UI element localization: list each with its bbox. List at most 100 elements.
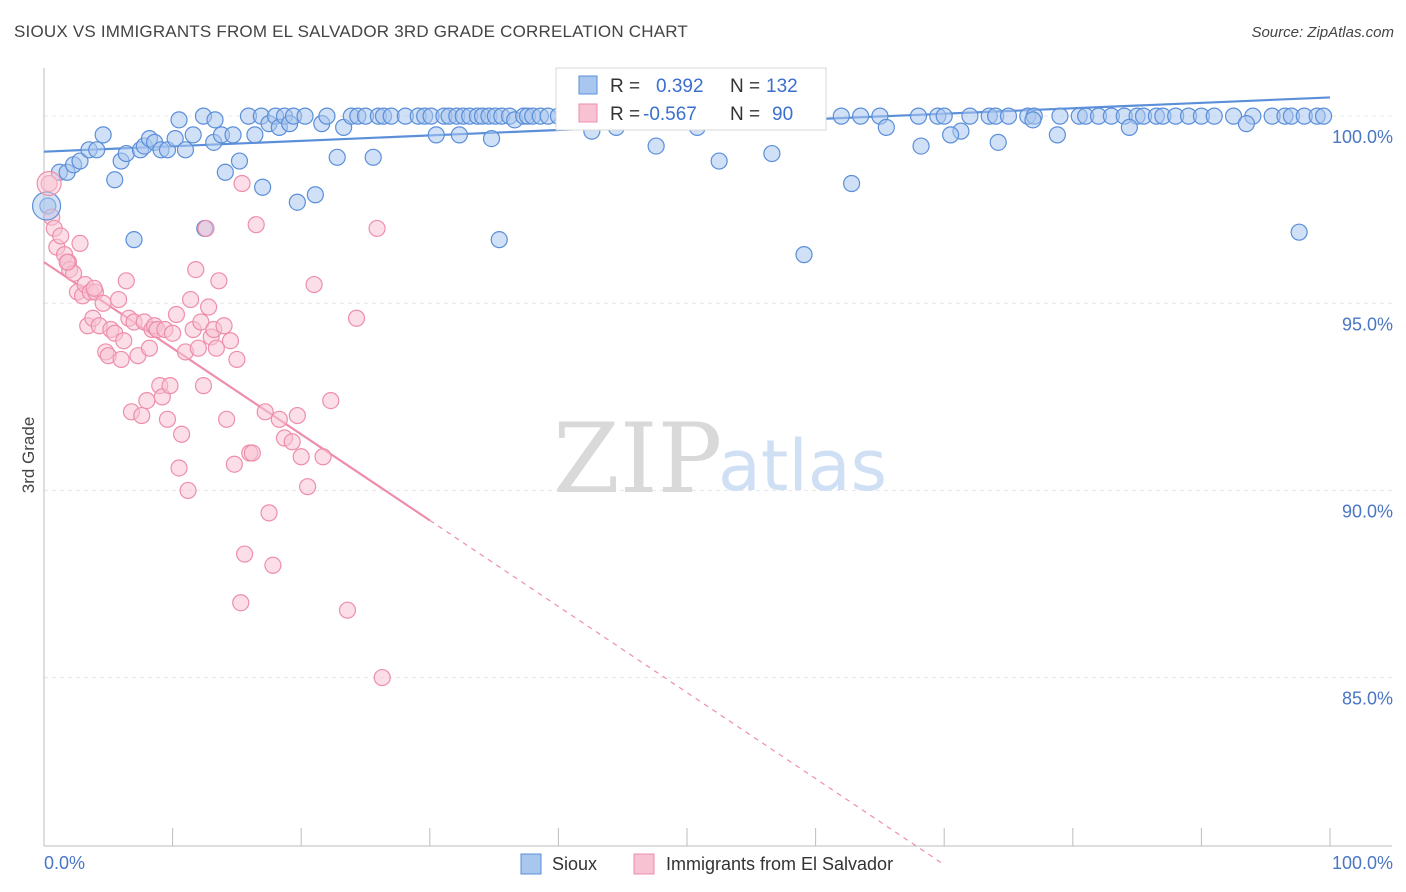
watermark: ZIP atlas	[553, 403, 887, 515]
point-series-0-40	[288, 193, 306, 211]
point-series-1-66	[233, 174, 251, 193]
point-series-1-84	[347, 309, 366, 327]
point-series-1-76	[283, 433, 301, 451]
point-series-1-4	[52, 227, 70, 245]
point-series-1-53	[192, 313, 210, 331]
point-series-0-41	[296, 107, 314, 125]
point-series-1-23	[109, 290, 128, 309]
point-series-1-large	[36, 170, 62, 197]
point-series-0-127	[427, 126, 445, 144]
y-tick-label-3: 85.0%	[1342, 689, 1393, 709]
legend-r-value-sioux: 0.392	[656, 76, 704, 97]
series-legend-label-sioux: Sioux	[552, 854, 597, 874]
x-tick-label-1: 100.0%	[1332, 853, 1393, 873]
legend-n-value-sioux: 132	[766, 76, 798, 97]
y-tick-label-2: 90.0%	[1342, 501, 1393, 521]
point-series-1-31	[133, 406, 151, 425]
point-series-0-96	[909, 107, 928, 125]
point-series-0-138	[1048, 126, 1066, 144]
point-series-1-44	[167, 305, 186, 324]
point-series-0-33	[254, 178, 272, 196]
point-series-1-34	[140, 339, 159, 357]
point-series-1-64	[225, 455, 243, 473]
point-series-1-77	[288, 406, 306, 425]
point-series-0-20	[176, 141, 195, 159]
series-legend-swatch-el-salvador	[633, 853, 655, 875]
point-series-1-73	[264, 556, 282, 574]
point-series-0-18	[166, 130, 184, 148]
y-axis-label: 3rd Grade	[19, 417, 38, 494]
point-series-0-10	[117, 144, 135, 163]
legend-swatch-sioux	[578, 75, 598, 95]
point-series-0-133	[843, 174, 861, 193]
point-series-1-45	[170, 459, 188, 477]
point-series-0-42	[306, 186, 324, 204]
point-series-1-59	[207, 339, 225, 357]
point-series-0-27	[216, 163, 234, 181]
point-series-1-82	[322, 392, 340, 410]
point-series-0-29	[230, 152, 249, 170]
point-series-0-102	[999, 107, 1018, 125]
stats-legend: R = 0.392 N = 132 R = -0.567 N = 90	[555, 67, 827, 131]
point-series-1-42	[161, 377, 179, 395]
point-series-1-55	[197, 219, 215, 238]
legend-n-value-el-salvador: 90	[772, 104, 793, 125]
point-series-0-4	[71, 152, 89, 170]
point-series-1-26	[117, 272, 135, 290]
point-series-1-80	[305, 275, 323, 294]
point-series-1-61	[215, 317, 233, 335]
y-tick-label-0: 100.0%	[1332, 127, 1393, 147]
legend-r-label-el-salvador: R =	[610, 104, 640, 125]
point-series-0-31	[246, 126, 264, 144]
point-series-1-54	[194, 377, 213, 395]
point-series-0-142	[450, 126, 468, 144]
point-series-0-141	[1290, 223, 1308, 241]
trend-extension-series-1	[429, 519, 945, 866]
point-series-0-19	[170, 111, 188, 129]
point-series-0-45	[328, 148, 346, 166]
point-series-0-146	[763, 144, 781, 163]
point-series-0-139	[1120, 118, 1138, 136]
point-series-1-48	[179, 481, 197, 500]
point-series-1-78	[292, 448, 310, 466]
point-series-0-11	[125, 231, 143, 249]
point-series-0-8	[106, 171, 124, 189]
point-series-1-62	[218, 410, 236, 428]
point-series-1-88	[58, 253, 76, 271]
point-series-1-89	[85, 279, 103, 297]
point-series-0-126	[1314, 107, 1333, 125]
x-tick-label-0: 0.0%	[44, 853, 85, 873]
point-series-1-67	[236, 545, 254, 563]
point-series-0-44	[318, 107, 336, 125]
point-series-0-7	[94, 126, 112, 144]
axes	[43, 68, 1392, 847]
point-series-1-60	[210, 272, 228, 290]
point-series-0-137	[1024, 111, 1042, 129]
legend-n-label-el-salvador: N =	[730, 104, 760, 125]
source-label: Source: ZipAtlas.com	[1251, 24, 1394, 41]
y-tick-labels: 100.0% 95.0% 90.0% 85.0%	[1332, 127, 1393, 708]
point-series-0-136	[989, 133, 1007, 151]
y-tick-label-1: 95.0%	[1342, 314, 1393, 334]
point-series-1-72	[260, 504, 278, 522]
point-series-0-147	[942, 126, 960, 144]
point-series-1-86	[373, 668, 391, 687]
point-series-0-128	[482, 130, 501, 148]
point-series-0-89	[710, 152, 728, 170]
point-series-1-81	[314, 448, 332, 466]
point-series-0-144	[795, 246, 813, 264]
point-series-0-130	[647, 137, 665, 155]
point-series-1-33	[138, 392, 156, 410]
point-series-0-25	[206, 111, 224, 129]
point-series-1-24	[112, 350, 130, 369]
point-series-0-99	[961, 107, 979, 125]
point-series-0-50	[364, 148, 382, 166]
point-series-1-43	[164, 324, 182, 342]
point-series-1-52	[189, 339, 207, 357]
point-series-1-69	[243, 444, 261, 462]
legend-r-label-sioux: R =	[610, 76, 640, 97]
point-series-0-6	[88, 141, 106, 159]
series-legend-label-el-salvador: Immigrants from El Salvador	[666, 854, 893, 874]
legend-swatch-el-salvador	[578, 103, 598, 123]
